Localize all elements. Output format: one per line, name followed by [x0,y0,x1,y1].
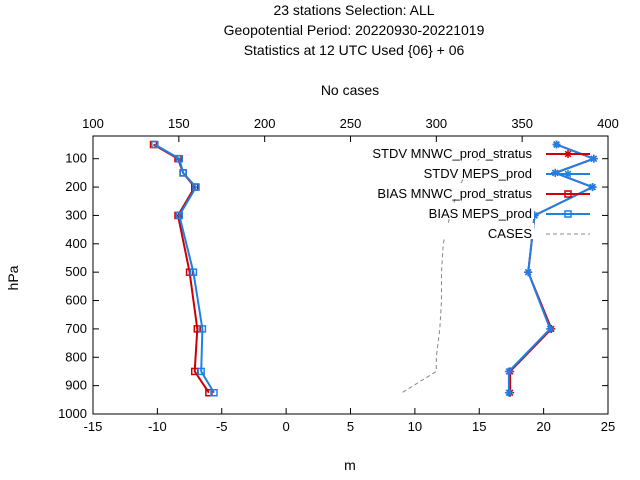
legend-text-bg [330,203,534,219]
y-tick-label: 800 [65,349,87,364]
x-tick-label: 5 [347,419,354,434]
series-cases [401,144,481,394]
y-tick-label: 700 [65,321,87,336]
y-tick-label: 900 [65,378,87,393]
legend: STDV MNWC_prod_stratus STDV MEPS_prod BIAS… [330,143,590,241]
square-marker [189,268,198,276]
legend-item: STDV MEPS_prod [330,163,590,181]
chart-title: 23 stations Selection: ALL Geopotential … [224,2,485,58]
y-tick-label: 600 [65,293,87,308]
square-marker [175,211,184,220]
axis-ticks: -15 -10 -5 0 5 10 15 20 25 100 150 200 250 300 350 400 1… [58,116,619,434]
series-line [509,143,597,393]
square-marker [151,140,159,149]
x2-tick-label: 350 [511,116,533,131]
star-marker [504,367,513,376]
x-tick-label: 0 [283,419,290,434]
title-line-1: 23 stations Selection: ALL [273,2,434,18]
star-marker [546,324,555,333]
star-marker [551,168,560,177]
legend-item: BIAS MEPS_prod [330,203,590,221]
legend-item: BIAS MNWC_prod_stratus [330,183,590,201]
square-marker [564,210,572,218]
series-bias-mnwc-prod-stratus [149,140,213,397]
star-marker [588,183,597,192]
square-marker [193,325,202,333]
series-line [152,143,210,394]
legend-text-bg [330,183,534,199]
square-marker [210,388,218,397]
square-marker [198,325,207,333]
x-tick-label: -15 [84,419,103,434]
series-line [401,144,481,394]
legend-text-bg [330,163,534,179]
square-marker [179,169,187,177]
x-tick-label: 15 [472,419,486,434]
square-marker [175,154,184,163]
legend-label: STDV MNWC_prod_stratus [372,146,532,161]
x-tick-label: -5 [216,419,228,434]
star-marker [564,150,572,158]
square-marker [205,388,213,397]
x2-tick-label: 200 [254,116,276,131]
legend-text-bg [330,143,534,159]
series-line [154,143,215,394]
square-marker [564,190,572,198]
star-marker [564,170,572,178]
legend-label: BIAS MEPS_prod [429,206,532,221]
x2-axis-label: No cases [321,82,379,98]
x2-tick-label: 100 [82,116,104,131]
title-line-3: Statistics at 12 UTC Used {06} + 06 [244,42,465,58]
legend-label: CASES [488,226,532,241]
series-stdv-meps-prod [504,140,598,397]
star-marker [504,388,513,397]
y-axis-label: hPa [5,265,21,290]
star-marker [524,268,533,277]
x-tick-label: -10 [148,419,167,434]
x-tick-label: 20 [536,419,550,434]
x-tick-label: 10 [408,419,422,434]
square-marker [192,183,200,191]
y-tick-label: 400 [65,236,87,251]
y-tick-label: 1000 [58,406,87,421]
star-marker [552,140,561,149]
legend-item: CASES [330,223,590,241]
series-line [507,143,597,393]
legend-label: STDV MEPS_prod [424,166,532,181]
y-tick-label: 500 [65,264,87,279]
legend-text-bg [330,223,534,239]
x2-tick-label: 400 [597,116,619,131]
x2-tick-label: 300 [425,116,447,131]
square-marker [197,367,205,376]
y-tick-label: 100 [65,151,87,166]
star-marker [589,154,598,163]
title-line-2: Geopotential Period: 20220930-20221019 [224,22,485,38]
y-tick-label: 200 [65,179,87,194]
x2-tick-label: 150 [168,116,190,131]
y-tick-label: 300 [65,207,87,222]
x-axis-label: m [344,457,356,473]
legend-item: STDV MNWC_prod_stratus [330,143,590,161]
series-bias-meps-prod [151,140,218,397]
x-tick-label: 25 [601,419,615,434]
x2-tick-label: 250 [340,116,362,131]
legend-label: BIAS MNWC_prod_stratus [377,186,532,201]
